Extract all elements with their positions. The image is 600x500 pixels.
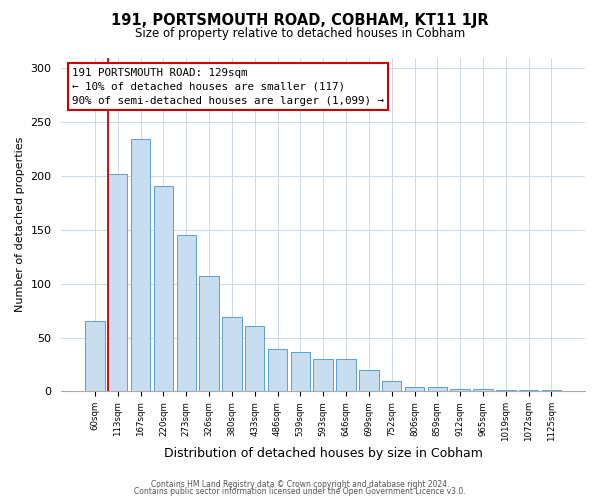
- Bar: [176, 235, 196, 392]
- Bar: [290, 352, 310, 392]
- Bar: [428, 387, 447, 392]
- Bar: [382, 380, 401, 392]
- Bar: [199, 276, 219, 392]
- Bar: [154, 186, 173, 392]
- Y-axis label: Number of detached properties: Number of detached properties: [15, 136, 25, 312]
- Text: Size of property relative to detached houses in Cobham: Size of property relative to detached ho…: [135, 28, 465, 40]
- Bar: [222, 317, 242, 392]
- Bar: [496, 390, 515, 392]
- Bar: [337, 359, 356, 392]
- Bar: [542, 390, 561, 392]
- Bar: [131, 140, 150, 392]
- Bar: [268, 350, 287, 392]
- Bar: [359, 370, 379, 392]
- Bar: [405, 387, 424, 392]
- Bar: [108, 174, 127, 392]
- Text: 191 PORTSMOUTH ROAD: 129sqm
← 10% of detached houses are smaller (117)
90% of se: 191 PORTSMOUTH ROAD: 129sqm ← 10% of det…: [72, 68, 384, 106]
- Bar: [473, 389, 493, 392]
- Text: Contains HM Land Registry data © Crown copyright and database right 2024.: Contains HM Land Registry data © Crown c…: [151, 480, 449, 489]
- Text: Contains public sector information licensed under the Open Government Licence v3: Contains public sector information licen…: [134, 487, 466, 496]
- Text: 191, PORTSMOUTH ROAD, COBHAM, KT11 1JR: 191, PORTSMOUTH ROAD, COBHAM, KT11 1JR: [111, 12, 489, 28]
- Bar: [313, 359, 333, 392]
- X-axis label: Distribution of detached houses by size in Cobham: Distribution of detached houses by size …: [164, 447, 482, 460]
- Bar: [451, 389, 470, 392]
- Bar: [519, 390, 538, 392]
- Bar: [245, 326, 265, 392]
- Bar: [85, 322, 104, 392]
